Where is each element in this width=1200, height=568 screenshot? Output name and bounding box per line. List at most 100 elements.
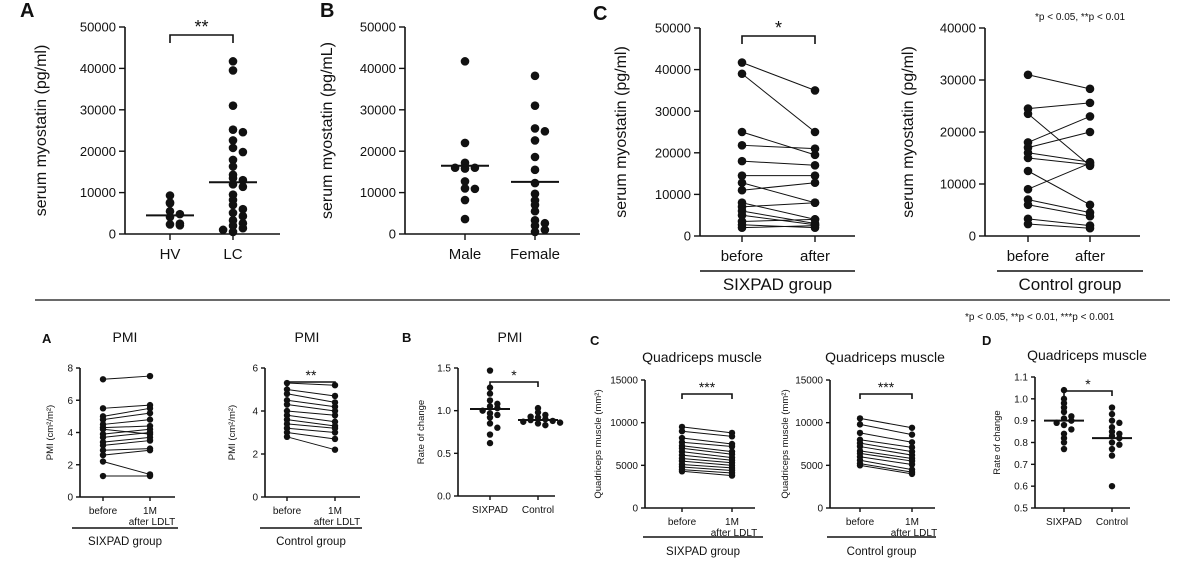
- pair-line: [859, 452, 913, 462]
- x-category-label: LC: [223, 246, 242, 263]
- data-point: [737, 156, 747, 166]
- data-point: [146, 409, 154, 417]
- panel-top-c1: 0 10000 20000 30000 40000 50000 before after ser…: [593, 3, 855, 294]
- data-point: [283, 401, 291, 408]
- pair-line: [102, 428, 151, 435]
- data-point: [146, 372, 154, 380]
- data-point: [1116, 441, 1123, 448]
- pair-line: [681, 451, 733, 459]
- x-category-label: HV: [160, 246, 181, 263]
- data-point: [530, 200, 540, 210]
- y-tick-label: 0.8: [1014, 438, 1028, 449]
- data-point: [228, 66, 238, 75]
- data-point: [530, 189, 540, 199]
- pair-line: [681, 458, 733, 464]
- data-point: [1023, 184, 1033, 194]
- data-point: [486, 367, 494, 374]
- data-point: [1085, 127, 1095, 137]
- data-point: [99, 442, 107, 449]
- y-tick-label: 0: [67, 493, 73, 504]
- data-point: [238, 211, 248, 221]
- y-tick-label: 0: [252, 493, 258, 504]
- pair-line: [102, 419, 151, 425]
- y-tick-label: 4: [67, 428, 73, 439]
- x-category-label: before: [273, 506, 302, 517]
- data-point: [737, 210, 747, 220]
- pair-line: [681, 470, 733, 477]
- data-point: [331, 429, 339, 436]
- y-axis-label: serum myostatin (pg/ml): [33, 45, 50, 217]
- panel-letter: D: [982, 333, 991, 348]
- x-category-label: before: [721, 248, 764, 265]
- panel-letter: B: [320, 0, 334, 22]
- pair-line: [286, 389, 336, 397]
- pair-line: [681, 466, 733, 471]
- data-point: [99, 426, 107, 433]
- data-point: [460, 195, 470, 205]
- data-point: [856, 429, 864, 437]
- y-tick-label: 30000: [940, 73, 976, 88]
- data-point: [1085, 158, 1095, 168]
- group-label: Control group: [276, 536, 346, 548]
- pair-line: [102, 412, 151, 421]
- data-point: [530, 178, 540, 188]
- pair-line: [741, 160, 816, 166]
- data-point: [1060, 439, 1068, 446]
- pair-line: [859, 442, 913, 453]
- pair-line: [286, 419, 336, 427]
- data-point: [542, 421, 549, 429]
- data-point: [908, 470, 916, 478]
- data-point: [530, 136, 540, 145]
- panel-title: PMI: [498, 329, 523, 345]
- pair-line: [741, 218, 816, 222]
- pair-line: [286, 393, 336, 403]
- y-tick-label: 20000: [80, 144, 116, 159]
- data-point: [99, 472, 107, 480]
- y-tick-label: 0.7: [1014, 460, 1028, 471]
- data-point: [1108, 439, 1116, 446]
- data-point: [1060, 445, 1068, 453]
- pair-line: [286, 404, 336, 412]
- data-point: [486, 420, 494, 427]
- y-tick-label: 1.0: [1014, 394, 1028, 405]
- y-tick-label: 15000: [795, 376, 823, 387]
- pair-line: [1027, 74, 1091, 90]
- data-point: [540, 127, 550, 136]
- data-point: [1085, 223, 1095, 233]
- pair-line: [741, 182, 816, 204]
- data-point: [728, 443, 736, 450]
- data-point: [99, 458, 107, 465]
- data-point: [238, 127, 248, 137]
- x-category-label: 1M: [725, 517, 739, 528]
- data-point: [530, 221, 540, 231]
- data-point: [1116, 419, 1123, 427]
- significance-bracket: [741, 35, 816, 44]
- x-category-label: before: [668, 517, 697, 528]
- pair-line: [859, 439, 913, 448]
- x-category-label: after: [800, 248, 830, 265]
- pair-line: [681, 426, 733, 434]
- y-tick-label: 40000: [655, 62, 691, 77]
- x-category-label: Control: [522, 505, 554, 516]
- significance-bracket: [859, 393, 913, 399]
- group-label: SIXPAD group: [666, 546, 740, 558]
- data-point: [283, 433, 291, 440]
- data-point: [228, 227, 238, 237]
- panel-letter: A: [20, 0, 34, 22]
- panel-letter: C: [590, 333, 600, 348]
- group-label: SIXPAD group: [723, 275, 832, 294]
- data-point: [228, 173, 238, 183]
- y-tick-label: 6: [67, 396, 73, 407]
- data-point: [908, 439, 916, 446]
- panel-letter: A: [42, 331, 52, 346]
- significance-marker: **: [306, 367, 317, 383]
- data-point: [1085, 84, 1095, 94]
- data-point: [494, 424, 501, 431]
- pair-line: [859, 463, 913, 473]
- data-point: [146, 429, 154, 436]
- data-point: [165, 191, 175, 200]
- y-tick-label: 1.5: [437, 364, 451, 375]
- data-point: [810, 221, 820, 230]
